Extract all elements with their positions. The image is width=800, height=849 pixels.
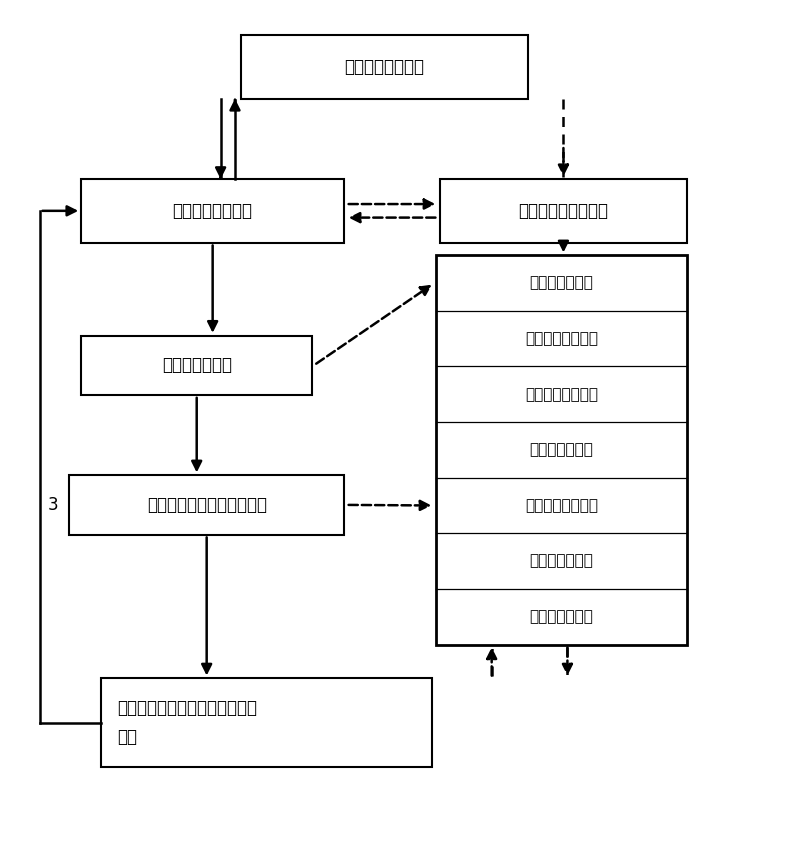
Bar <box>69 475 344 535</box>
Text: 系统维护数据库: 系统维护数据库 <box>530 610 594 624</box>
Text: 人机交互界面模块: 人机交互界面模块 <box>173 202 253 220</box>
Text: 膜预警评估数据库: 膜预警评估数据库 <box>525 498 598 513</box>
Text: 故障报文数据库: 故障报文数据库 <box>530 554 594 569</box>
Bar <box>81 335 312 395</box>
Text: 在线远程监控模块: 在线远程监控模块 <box>344 58 424 76</box>
Text: 膜污染预测数据库: 膜污染预测数据库 <box>525 387 598 402</box>
Text: 膜污染预测模块: 膜污染预测模块 <box>162 357 232 374</box>
Text: 信息数据库管理模块: 信息数据库管理模块 <box>518 202 609 220</box>
Bar <box>436 256 687 644</box>
Text: 膜件参数数据库: 膜件参数数据库 <box>530 276 594 290</box>
Text: 膜污染评估与分级预警模块: 膜污染评估与分级预警模块 <box>146 496 266 514</box>
Text: 膜组件历史数据库: 膜组件历史数据库 <box>525 331 598 346</box>
Text: 膜系统异常情况智能诊断与决策
模块: 膜系统异常情况智能诊断与决策 模块 <box>117 700 257 746</box>
Bar <box>81 179 344 243</box>
Bar <box>101 678 432 767</box>
Text: 3: 3 <box>48 496 58 514</box>
Bar <box>440 179 687 243</box>
Bar <box>241 36 527 98</box>
Text: 诊断信息数据库: 诊断信息数据库 <box>530 442 594 458</box>
